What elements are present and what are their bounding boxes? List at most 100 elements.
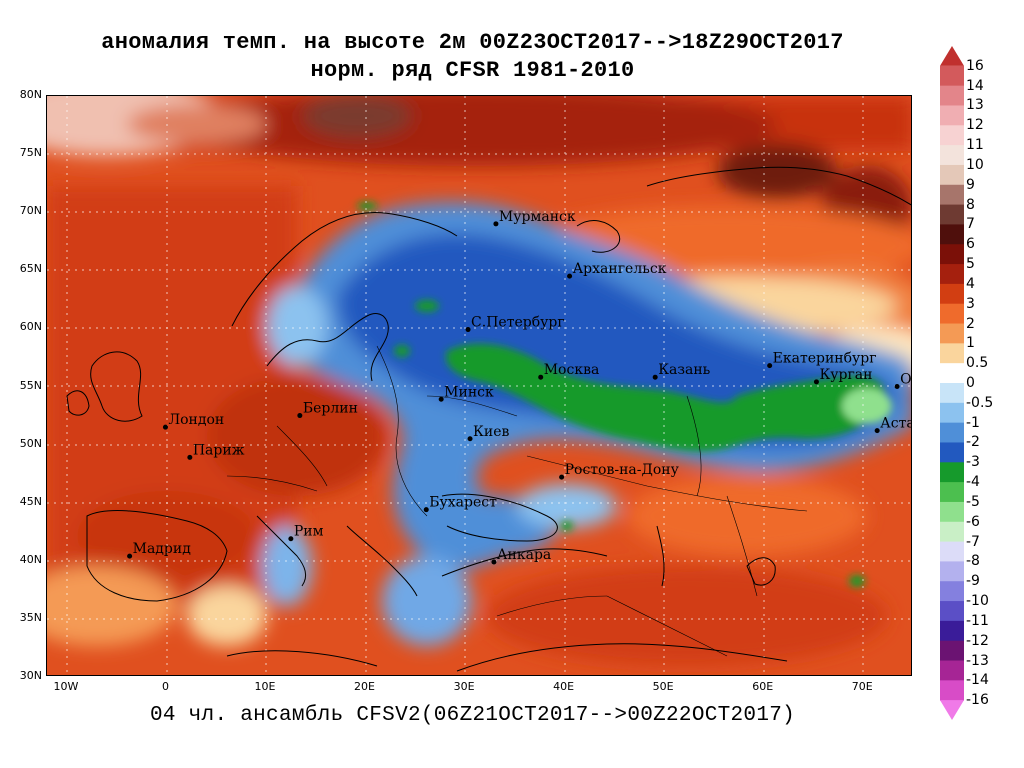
colorbar-tick-label: -8 — [966, 553, 980, 570]
colorbar-swatch — [940, 601, 964, 622]
colorbar-swatch — [940, 561, 964, 582]
colorbar-swatch — [940, 402, 964, 424]
city-marker — [162, 424, 168, 430]
colorbar-swatch — [940, 46, 964, 66]
lat-label: 70N — [19, 204, 42, 218]
lat-label: 80N — [19, 88, 42, 101]
city-label: Бухарест — [429, 495, 497, 511]
city-label: Казань — [658, 362, 710, 378]
colorbar-swatch — [940, 422, 964, 443]
city-marker — [491, 559, 497, 565]
colorbar-tick-label: 0.5 — [966, 355, 989, 372]
city-marker — [423, 507, 429, 513]
colorbar-tick-label: 13 — [966, 97, 984, 114]
colorbar-tick-label: -0.5 — [966, 394, 994, 411]
city-marker — [538, 374, 544, 380]
lat-label: 75N — [19, 146, 42, 160]
colorbar-tick-label: -7 — [966, 533, 980, 550]
lon-label: 10W — [53, 680, 79, 693]
colorbar-tick-label: -1 — [966, 414, 980, 431]
colorbar-swatch — [940, 462, 964, 483]
city-marker — [465, 327, 471, 333]
coastlines — [66, 166, 911, 672]
colorbar-swatch — [940, 164, 964, 186]
colorbar-swatch — [940, 581, 964, 602]
city-marker — [567, 273, 573, 279]
colorbar-tick-label: 7 — [966, 216, 975, 233]
city-label: Рим — [294, 524, 324, 540]
colorbar-swatch — [940, 640, 964, 662]
colorbar-swatch — [940, 482, 964, 503]
colorbar-tick-label: 0 — [966, 375, 975, 391]
colorbar-tick-label: 4 — [966, 275, 975, 292]
colorbar-swatch — [940, 145, 964, 166]
map-subtitle: норм. ряд CFSR 1981-2010 — [310, 58, 635, 83]
city-marker — [894, 384, 900, 389]
anomaly-map-canvas: Мурманск Архангельск С.Петербург Москва Каза… — [47, 96, 912, 675]
lat-label: 60N — [19, 320, 42, 334]
colorbar-swatch — [940, 501, 964, 523]
anomaly-map: Мурманск Архангельск С.Петербург Москва Каза… — [46, 95, 912, 676]
colorbar-tick-label: 8 — [966, 196, 975, 213]
colorbar-tick-label: 5 — [966, 256, 975, 273]
colorbar-swatch — [940, 105, 964, 126]
lat-label: 50N — [19, 436, 42, 450]
grid-lines — [47, 96, 911, 675]
city-marker — [297, 413, 303, 419]
city-label: Архангельск — [573, 261, 667, 277]
lon-label: 20E — [354, 680, 375, 693]
colorbar-swatch — [940, 343, 964, 364]
city-marker — [493, 221, 499, 227]
colorbar-tick-label: 6 — [966, 236, 975, 253]
city-marker — [127, 553, 133, 559]
lat-label: 65N — [19, 262, 42, 276]
colorbar-tick-label: 9 — [966, 176, 975, 193]
colorbar-swatch — [940, 224, 964, 245]
colorbar-swatch — [940, 700, 964, 720]
colorbar-tick-label: -6 — [966, 513, 980, 530]
colorbar-tick-label: -4 — [966, 474, 980, 491]
lon-label: 30E — [453, 680, 475, 693]
city-marker — [559, 474, 565, 480]
colorbar-tick-label: -2 — [966, 434, 980, 451]
colorbar-tick-label: 10 — [966, 156, 984, 173]
anomaly-field — [47, 96, 911, 666]
colorbar-swatch — [940, 125, 964, 146]
colorbar-tick-label: -10 — [966, 593, 989, 610]
lon-label: 10E — [254, 680, 276, 693]
city-label: Минск — [444, 384, 494, 400]
city-marker — [438, 396, 444, 402]
city-marker — [767, 363, 773, 369]
city-layer: Мурманск Архангельск С.Петербург Москва Каза… — [127, 209, 912, 565]
colorbar-swatch — [940, 363, 964, 384]
colorbar-swatch — [940, 283, 964, 305]
lon-label: 40E — [553, 680, 575, 693]
city-marker — [187, 454, 193, 460]
colorbar-tick-label: -9 — [966, 573, 980, 590]
city-label: Лондон — [168, 412, 224, 428]
colorbar — [940, 46, 964, 720]
city-marker — [652, 374, 658, 380]
colorbar-tick-label: -12 — [966, 632, 989, 649]
city-label: Курган — [819, 367, 872, 383]
city-label: Берлин — [303, 401, 358, 417]
colorbar-tick-label: 3 — [966, 295, 975, 312]
colorbar-swatch — [940, 244, 964, 265]
colorbar-tick-label: 1 — [966, 335, 975, 352]
cold-core — [357, 202, 892, 587]
city-label: Омск — [900, 372, 912, 388]
colorbar-swatch — [940, 65, 964, 87]
city-marker — [813, 379, 819, 385]
colorbar-swatch — [940, 521, 964, 543]
city-label: Мадрид — [133, 541, 192, 557]
city-label: Москва — [544, 362, 600, 378]
lon-label: 60E — [752, 680, 774, 693]
colorbar-swatch — [940, 620, 964, 642]
lon-label: 70E — [851, 680, 873, 693]
city-marker — [874, 428, 880, 434]
colorbar-swatch — [940, 680, 964, 701]
lat-label: 45N — [19, 494, 42, 508]
city-marker — [467, 436, 473, 442]
colorbar-swatch — [940, 204, 964, 225]
city-label: Екатеринбург — [773, 351, 877, 367]
